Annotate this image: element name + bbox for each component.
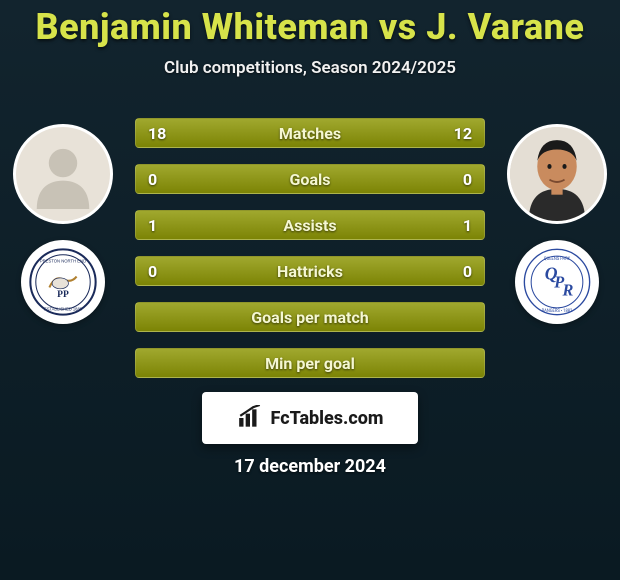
vs-text: vs — [379, 6, 417, 48]
stat-label: Min per goal — [136, 354, 484, 373]
stat-label: Goals — [136, 170, 484, 189]
stat-row: 18Matches12 — [135, 118, 485, 148]
stat-row: 1Assists1 — [135, 210, 485, 240]
player1-name: Benjamin Whiteman — [36, 6, 370, 48]
snapshot-date: 17 december 2024 — [0, 456, 620, 477]
source-badge: FcTables.com — [202, 392, 418, 444]
stat-row: Min per goal — [135, 348, 485, 378]
page-title: Benjamin Whiteman vs J. Varane — [0, 0, 620, 48]
barchart-icon — [237, 405, 263, 431]
stat-row: Goals per match — [135, 302, 485, 332]
stat-row: 0Goals0 — [135, 164, 485, 194]
stat-row: 0Hattricks0 — [135, 256, 485, 286]
stat-label: Assists — [136, 216, 484, 235]
stat-label: Hattricks — [136, 262, 484, 281]
stats-area: 18Matches12 0Goals0 1Assists1 0Hattricks0 Go… — [0, 118, 620, 477]
stat-label: Matches — [136, 124, 484, 143]
source-badge-text: FcTables.com — [271, 408, 384, 429]
subtitle: Club competitions, Season 2024/2025 — [0, 58, 620, 78]
stat-rows: 18Matches12 0Goals0 1Assists1 0Hattricks0 Go… — [135, 118, 485, 378]
stat-label: Goals per match — [136, 308, 484, 327]
player2-name: J. Varane — [426, 6, 584, 48]
